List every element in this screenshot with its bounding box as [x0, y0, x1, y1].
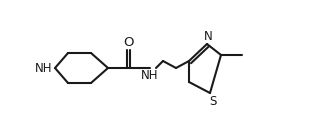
Text: O: O	[124, 36, 134, 49]
Text: NH: NH	[141, 69, 159, 82]
Text: S: S	[209, 95, 217, 108]
Text: N: N	[204, 30, 212, 43]
Text: NH: NH	[35, 62, 52, 75]
